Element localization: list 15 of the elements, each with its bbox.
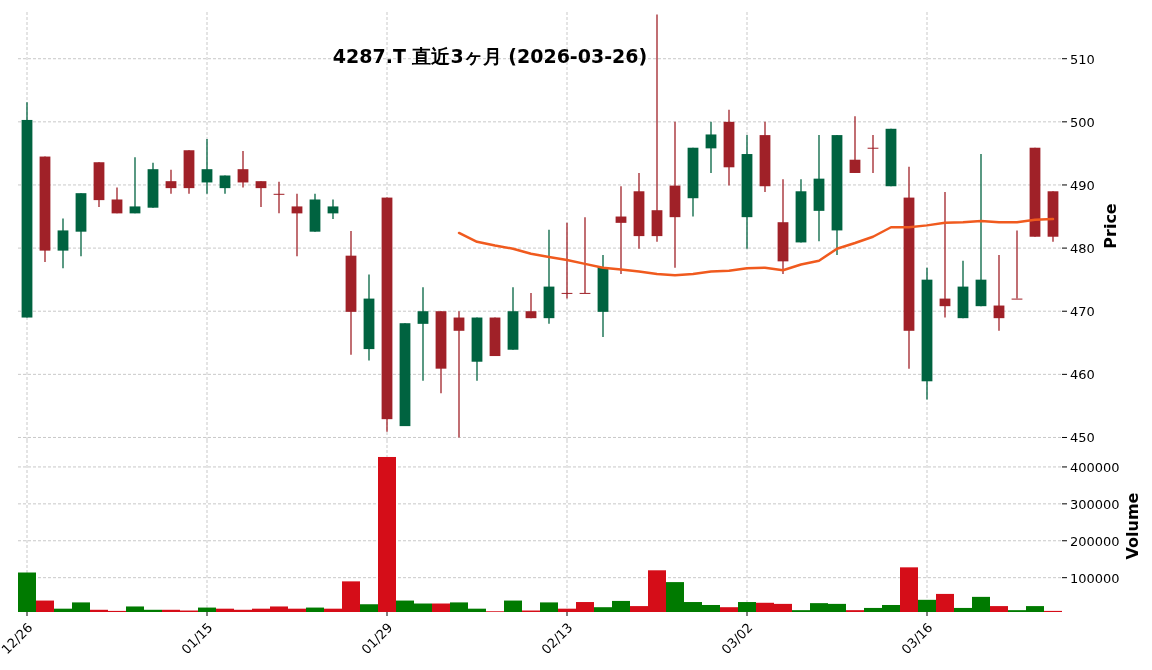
y-tick-label: 400000 <box>1070 459 1120 475</box>
y-tick-label: 480 <box>1070 241 1095 257</box>
y-tick-label: 300000 <box>1070 496 1120 512</box>
text: 4287.T 直近3ヶ月 (2026-03-26) <box>332 45 648 67</box>
y-tick-label: 460 <box>1070 367 1095 383</box>
y-tick-label: 490 <box>1070 177 1095 193</box>
y-tick-label: 500 <box>1070 114 1095 130</box>
y-tick-label: 450 <box>1070 430 1095 446</box>
y-axis-title: Volume <box>1123 492 1142 560</box>
y-tick-label: 100000 <box>1070 570 1120 586</box>
y-tick-label: 510 <box>1070 51 1095 67</box>
y-tick-label: 200000 <box>1070 533 1120 549</box>
y-axis-title: Price <box>1101 203 1120 249</box>
line-series <box>457 217 1055 277</box>
y-tick-label: 470 <box>1070 304 1095 320</box>
